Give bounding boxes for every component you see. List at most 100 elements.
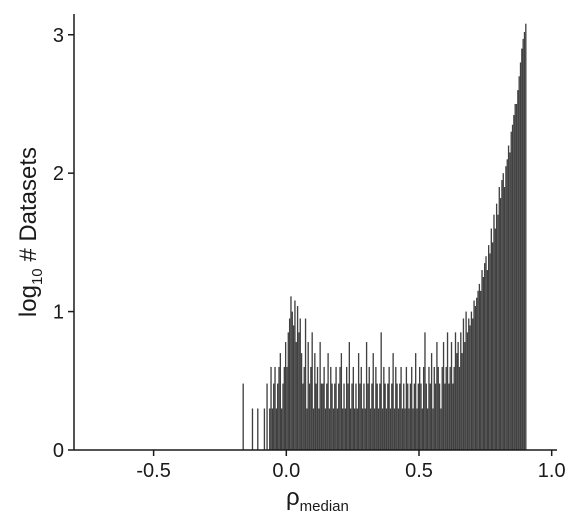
histogram-bar	[399, 383, 401, 450]
histogram-bar	[440, 408, 442, 450]
histogram-bar	[507, 145, 510, 451]
histogram-bar	[298, 332, 300, 450]
histogram-bar	[456, 353, 458, 450]
histogram-bar	[284, 342, 287, 450]
histogram-bar	[411, 366, 413, 450]
histogram-bar	[470, 311, 473, 450]
histogram-bar	[449, 366, 451, 450]
histogram-bar	[412, 408, 414, 450]
histogram-bar	[445, 366, 447, 450]
histogram-bar	[476, 297, 478, 450]
histogram-bar	[335, 366, 337, 450]
histogram-bar	[263, 408, 266, 450]
x-tick-label: -0.5	[136, 460, 170, 482]
histogram-bar	[323, 366, 325, 450]
histogram-bar	[484, 263, 486, 450]
histogram-bar	[363, 383, 365, 450]
histogram-bar	[469, 325, 471, 450]
histogram-bar	[391, 383, 393, 450]
histogram-bar	[315, 383, 317, 450]
histogram-bar	[397, 408, 400, 450]
histogram-bar	[481, 270, 483, 450]
histogram-bar	[436, 342, 438, 450]
histogram-bar	[350, 408, 352, 450]
histogram-bar	[372, 353, 374, 450]
histogram-bar	[375, 366, 377, 450]
histogram-bar	[416, 408, 418, 450]
histogram-bar	[302, 383, 304, 450]
histogram-bar	[497, 214, 499, 450]
histogram-bar	[437, 366, 439, 450]
histogram-bar	[409, 383, 412, 450]
histogram-bar	[314, 353, 316, 450]
histogram-bar	[318, 408, 320, 450]
histogram-bar	[388, 366, 390, 450]
histogram-bar	[403, 383, 405, 450]
histogram-bar	[299, 318, 301, 450]
histogram-bar	[400, 366, 402, 450]
histogram-bar	[257, 408, 259, 450]
histogram-bar	[462, 318, 465, 450]
histogram-bar	[453, 366, 455, 450]
histogram-bar	[310, 366, 312, 450]
histogram-bar	[494, 228, 496, 450]
histogram-bar	[278, 366, 280, 450]
histogram-bar	[361, 408, 364, 450]
histogram-bar	[287, 332, 289, 450]
histogram-bar	[357, 353, 360, 450]
histogram-bar	[452, 383, 454, 450]
histogram-bar	[442, 342, 445, 450]
histogram-bar	[292, 325, 295, 450]
histogram-bar	[387, 383, 389, 450]
histogram-bar	[295, 342, 297, 450]
histogram-bar	[320, 383, 323, 450]
histogram-bar	[486, 270, 488, 450]
histogram-bar	[365, 342, 368, 450]
histogram-bar	[269, 408, 271, 450]
histogram-bar	[369, 408, 372, 450]
histogram-bar	[351, 383, 353, 450]
histogram-bar	[525, 23, 527, 450]
histogram-bar	[275, 408, 278, 450]
histogram-bar	[461, 353, 463, 450]
y-axis-ticks: 0 1 2 3	[53, 25, 74, 462]
histogram-bar	[355, 383, 357, 450]
histogram-bar	[408, 408, 410, 450]
histogram-bar	[373, 408, 376, 450]
histogram-bar	[417, 383, 419, 450]
histogram-bar	[517, 90, 519, 450]
histogram-bar	[312, 408, 315, 450]
histogram-bar	[465, 311, 467, 450]
histogram-bar	[385, 408, 388, 450]
histogram-bar	[505, 166, 507, 450]
histogram-bar	[392, 353, 394, 450]
histogram-bar	[478, 283, 481, 450]
histogram-bar	[334, 383, 336, 450]
histogram-bar	[518, 76, 520, 450]
histogram-bar	[328, 408, 331, 450]
histogram-bar	[503, 187, 506, 450]
histogram-bar	[383, 366, 385, 450]
histogram-bar	[290, 296, 292, 450]
histogram-bar	[460, 332, 462, 450]
histogram-bar	[368, 366, 370, 450]
histogram-bar	[477, 290, 479, 450]
histogram-bar	[502, 173, 504, 451]
histogram-bar	[319, 342, 321, 450]
histogram-bar	[367, 383, 369, 450]
histogram-bars	[242, 23, 527, 451]
histogram-bar	[426, 408, 429, 450]
histogram-bar	[448, 383, 450, 450]
histogram-bar	[395, 366, 397, 450]
histogram-bar	[428, 366, 430, 450]
histogram-bar	[482, 276, 485, 450]
histogram-bar	[348, 342, 350, 450]
histogram-bar	[444, 383, 446, 450]
histogram-bar	[308, 383, 311, 450]
histogram-bar	[513, 115, 515, 450]
histogram-bar	[339, 366, 341, 450]
y-tick-label: 1	[53, 302, 64, 324]
x-axis-ticks: -0.5 0.0 0.5 1.0	[136, 450, 566, 482]
x-tick-label: 0.0	[272, 460, 300, 482]
